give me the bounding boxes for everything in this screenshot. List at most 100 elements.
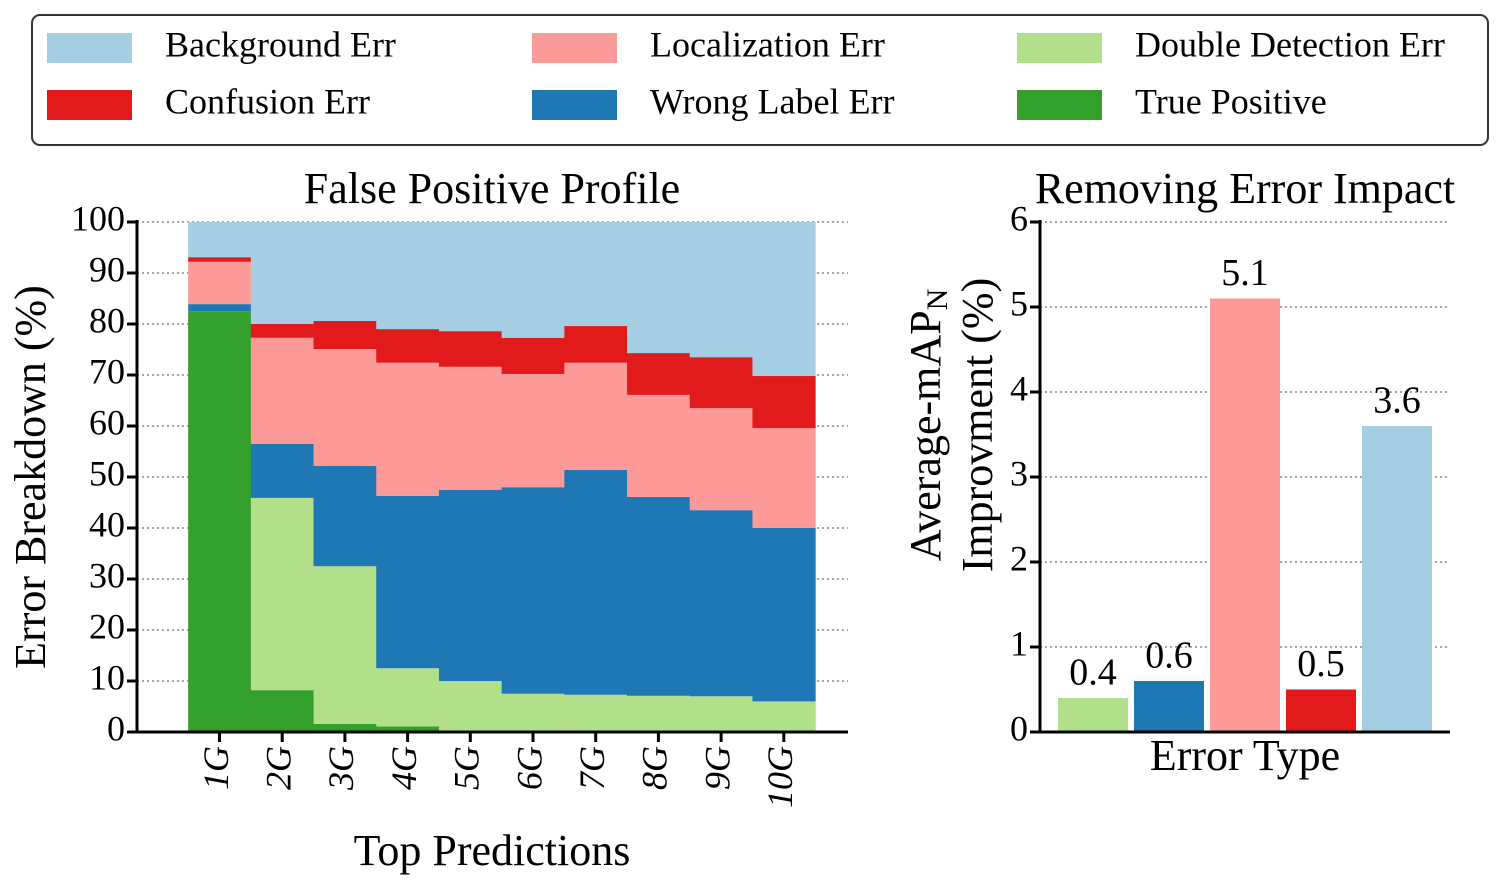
legend-label: Background Err bbox=[165, 24, 396, 64]
area-segment bbox=[627, 394, 691, 497]
y-tick-label: 80 bbox=[89, 300, 125, 340]
area-segment bbox=[438, 366, 503, 490]
y-axis-label: Average-mAPN bbox=[901, 289, 954, 562]
legend-label: True Positive bbox=[1135, 81, 1327, 121]
area-segment bbox=[438, 331, 503, 367]
x-tick-label: 6G bbox=[509, 746, 549, 790]
legend-label: Wrong Label Err bbox=[650, 81, 894, 121]
bar bbox=[1286, 689, 1356, 732]
chart-title: False Positive Profile bbox=[304, 164, 680, 213]
area-segment bbox=[627, 695, 691, 732]
area-segment bbox=[564, 222, 628, 327]
y-tick-label: 60 bbox=[89, 402, 125, 442]
x-axis-label: Top Predictions bbox=[354, 826, 631, 875]
y-axis-label-subscript: N bbox=[921, 289, 954, 311]
x-tick-label: 3G bbox=[321, 746, 361, 791]
y-tick-label: 1 bbox=[1010, 623, 1028, 663]
bar bbox=[1362, 426, 1432, 732]
area-segment bbox=[501, 693, 565, 732]
area-segment bbox=[501, 373, 565, 488]
area-segment bbox=[689, 357, 753, 409]
area-segment bbox=[627, 222, 691, 354]
area-segment bbox=[752, 222, 816, 377]
area-segment bbox=[438, 681, 503, 732]
legend-swatch bbox=[1017, 90, 1102, 120]
area-segment bbox=[376, 222, 440, 330]
area-segment bbox=[501, 487, 565, 694]
area-segment bbox=[250, 690, 315, 732]
area-segment bbox=[689, 222, 753, 358]
area-segment bbox=[564, 469, 628, 695]
chart-title: Removing Error Impact bbox=[1035, 164, 1455, 213]
area-segment bbox=[313, 348, 377, 466]
area-segment bbox=[376, 726, 440, 732]
y-tick-label: 3 bbox=[1010, 453, 1028, 493]
x-tick-label: 8G bbox=[635, 746, 675, 790]
y-tick-label: 10 bbox=[89, 657, 125, 697]
bar bbox=[1058, 698, 1128, 732]
x-tick-label: 7G bbox=[572, 746, 612, 790]
area-segment bbox=[250, 337, 315, 444]
y-tick-label: 30 bbox=[89, 555, 125, 595]
y-tick-label: 20 bbox=[89, 606, 125, 646]
area-segment bbox=[313, 320, 377, 349]
y-tick-label: 6 bbox=[1010, 198, 1028, 238]
y-tick-label: 5 bbox=[1010, 283, 1028, 323]
y-tick-label: 100 bbox=[71, 198, 125, 238]
area-segment bbox=[752, 528, 816, 702]
area-segment bbox=[689, 696, 753, 732]
y-axis-label: Improvment (%) bbox=[953, 278, 1002, 572]
x-axis-label: Error Type bbox=[1150, 731, 1340, 780]
legend-swatch bbox=[532, 33, 617, 63]
area-segment bbox=[376, 668, 440, 727]
area-segment bbox=[313, 566, 377, 724]
area-segment bbox=[752, 701, 816, 732]
area-segment bbox=[376, 362, 440, 496]
bar bbox=[1134, 681, 1204, 732]
x-tick-label: 4G bbox=[384, 746, 424, 790]
area-segment bbox=[689, 510, 753, 697]
x-tick-label: 1G bbox=[196, 746, 236, 790]
y-tick-label: 90 bbox=[89, 249, 125, 289]
legend-swatch bbox=[47, 90, 132, 120]
y-axis-label-main: Average-mAP bbox=[901, 310, 950, 561]
area-segment bbox=[188, 261, 252, 305]
x-tick-label: 2G bbox=[258, 746, 298, 790]
x-tick-label: 9G bbox=[697, 746, 737, 790]
area-segment bbox=[313, 222, 377, 321]
bar bbox=[1210, 298, 1280, 732]
area-segment bbox=[250, 324, 315, 338]
area-segment bbox=[313, 465, 377, 567]
value-label: 3.6 bbox=[1373, 380, 1421, 422]
legend-swatch bbox=[1017, 33, 1102, 63]
area-segment bbox=[438, 489, 503, 681]
area-segment bbox=[689, 408, 753, 511]
y-tick-label: 2 bbox=[1010, 538, 1028, 578]
area-segment bbox=[250, 222, 315, 324]
y-tick-label: 0 bbox=[1010, 708, 1028, 748]
value-label: 5.1 bbox=[1221, 252, 1269, 294]
area-segment bbox=[313, 723, 377, 732]
y-tick-label: 70 bbox=[89, 351, 125, 391]
area-segment bbox=[627, 496, 691, 696]
area-segment bbox=[188, 222, 252, 258]
y-tick-label: 0 bbox=[107, 708, 125, 748]
area-segment bbox=[752, 376, 816, 429]
legend-box bbox=[31, 14, 1489, 146]
y-tick-label: 40 bbox=[89, 504, 125, 544]
area-segment bbox=[376, 329, 440, 363]
y-tick-label: 50 bbox=[89, 453, 125, 493]
y-axis-label: Error Breakdown (%) bbox=[6, 285, 55, 669]
area-segment bbox=[627, 353, 691, 395]
area-segment bbox=[188, 257, 252, 262]
legend-label: Double Detection Err bbox=[1135, 24, 1445, 64]
area-segment bbox=[188, 311, 252, 732]
area-segment bbox=[501, 222, 565, 338]
area-segment bbox=[564, 362, 628, 470]
x-tick-label: 10G bbox=[760, 746, 800, 808]
value-label: 0.5 bbox=[1297, 643, 1345, 685]
legend-label: Confusion Err bbox=[165, 81, 370, 121]
area-segment bbox=[564, 694, 628, 732]
legend-label: Localization Err bbox=[650, 24, 885, 64]
